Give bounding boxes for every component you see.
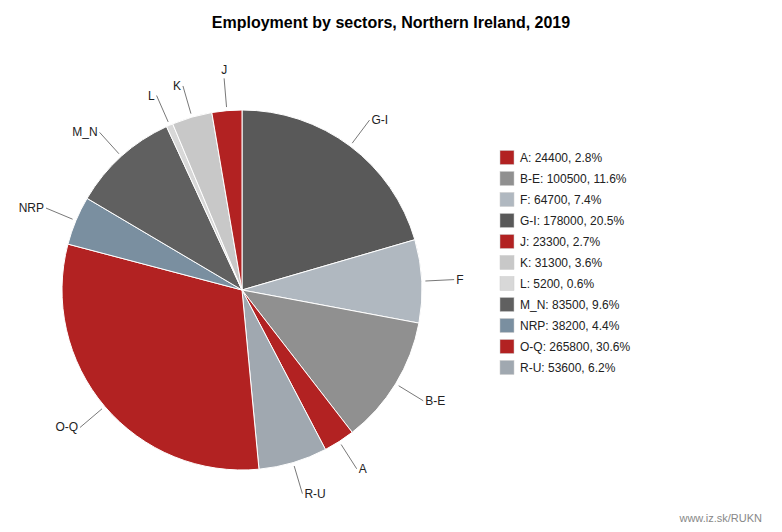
watermark: www.iz.sk/RUKN: [678, 512, 762, 524]
legend-label: M_N: 83500, 9.6%: [520, 298, 620, 312]
leader-line: [183, 86, 191, 114]
legend-item: B-E: 100500, 11.6%: [500, 172, 627, 187]
slice-label: O-Q: [55, 420, 78, 434]
legend-item: F: 64700, 7.4%: [500, 193, 602, 208]
legend-item: L: 5200, 0.6%: [500, 277, 594, 292]
legend-swatch: [500, 319, 514, 333]
slice-label: F: [456, 273, 463, 287]
legend-swatch: [500, 151, 514, 165]
legend-swatch: [500, 361, 514, 375]
legend-item: NRP: 38200, 4.4%: [500, 319, 620, 334]
legend-label: G-I: 178000, 20.5%: [520, 214, 624, 228]
slice-labels: G-I F B-E A R-U O-Q NRP M_N L K J: [19, 63, 464, 500]
chart: Employment by sectors, Northern Ireland,…: [0, 0, 782, 532]
slice-label: R-U: [304, 487, 325, 501]
legend-swatch: [500, 298, 514, 312]
legend-label: B-E: 100500, 11.6%: [520, 172, 627, 186]
pie: G-I F B-E A R-U O-Q NRP M_N L K J: [19, 63, 464, 500]
legend-swatch: [500, 235, 514, 249]
legend-item: O-Q: 265800, 30.6%: [500, 340, 630, 355]
title: Employment by sectors, Northern Ireland,…: [212, 14, 570, 31]
slice-label: J: [221, 63, 227, 77]
slice-label: G-I: [372, 113, 389, 127]
legend-item: R-U: 53600, 6.2%: [500, 361, 616, 376]
legend-swatch: [500, 256, 514, 270]
legend-swatch: [500, 193, 514, 207]
legend: A: 24400, 2.8% B-E: 100500, 11.6% F: 64700…: [500, 151, 630, 376]
slice-label: K: [173, 79, 181, 93]
legend-swatch: [500, 277, 514, 291]
legend-label: L: 5200, 0.6%: [520, 277, 594, 291]
slice-label: L: [148, 89, 155, 103]
legend-label: K: 31300, 3.6%: [520, 256, 602, 270]
legend-swatch: [500, 214, 514, 228]
slices: [62, 110, 422, 470]
slice-label: B-E: [425, 394, 445, 408]
slice: [212, 110, 242, 290]
legend-item: M_N: 83500, 9.6%: [500, 298, 620, 313]
leader-line: [224, 78, 226, 107]
leader-line: [294, 466, 302, 494]
legend-label: A: 24400, 2.8%: [520, 151, 602, 165]
legend-item: G-I: 178000, 20.5%: [500, 214, 624, 229]
leader-line: [46, 208, 73, 219]
legend-label: R-U: 53600, 6.2%: [520, 361, 616, 375]
slice-label: A: [359, 462, 367, 476]
slice-label: M_N: [72, 125, 97, 139]
leader-line: [157, 96, 169, 122]
leader-line: [352, 120, 369, 143]
leader-line: [100, 132, 119, 153]
slice-label: NRP: [19, 201, 44, 215]
legend-item: J: 23300, 2.7%: [500, 235, 600, 250]
leader-line: [425, 280, 454, 281]
legend-item: K: 31300, 3.6%: [500, 256, 602, 271]
legend-label: J: 23300, 2.7%: [520, 235, 600, 249]
legend-swatch: [500, 340, 514, 354]
leader-line: [399, 386, 424, 401]
legend-swatch: [500, 172, 514, 186]
legend-label: NRP: 38200, 4.4%: [520, 319, 620, 333]
leader-line: [80, 409, 102, 428]
legend-label: O-Q: 265800, 30.6%: [520, 340, 630, 354]
legend-item: A: 24400, 2.8%: [500, 151, 602, 166]
leader-line: [341, 445, 357, 469]
legend-label: F: 64700, 7.4%: [520, 193, 602, 207]
